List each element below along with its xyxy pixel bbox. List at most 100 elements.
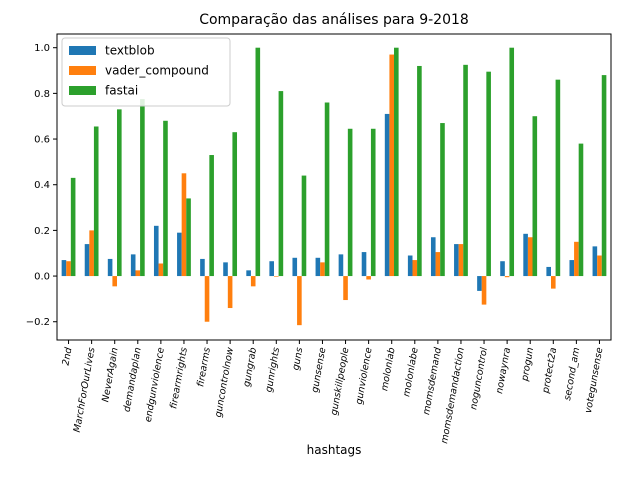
bar-fastai-firearmrights (186, 198, 191, 277)
x-tick-label-guns: guns (291, 347, 306, 372)
y-tick-label: 1.0 (34, 43, 50, 54)
bar-vader-compound-firearms (204, 276, 210, 322)
bar-vader-compound-molonlabe (412, 260, 418, 277)
legend-box (61, 37, 231, 107)
bar-vader-compound-guncontrolnow (227, 276, 233, 309)
bar-fastai-marchforourlives (93, 126, 99, 277)
x-tick-label-second-am: second_am (562, 347, 582, 402)
bar-textblob-gunskillpeople (338, 254, 344, 277)
bar-fastai-gunsense (324, 102, 330, 277)
y-tick-label: 0.8 (34, 89, 50, 100)
bar-vader-compound-momsdemand (435, 252, 441, 277)
bar-textblob-noguncontrol (477, 276, 482, 291)
bar-textblob-momsdemand (430, 237, 436, 277)
bar-textblob-molonlabe (407, 255, 413, 277)
bar-vader-compound-gungrab (250, 276, 256, 287)
x-tick-label-molonlabe: molonlabe (401, 346, 421, 397)
bar-textblob-nowaynra (500, 261, 505, 277)
bar-fastai-endgunviolence (163, 120, 168, 277)
bar-fastai-progun (532, 116, 538, 277)
bar-vader-compound-endgunviolence (158, 263, 164, 277)
x-tick-label-votegunsense: votegunsense (583, 346, 605, 414)
x-tick-label-protect2a: protect2a (540, 346, 559, 395)
bar-textblob-votegunsense (592, 246, 598, 277)
x-tick-label-progun: progun (519, 347, 536, 383)
bar-vader-compound-noguncontrol (481, 276, 487, 305)
x-tick-label-2nd: 2nd (61, 346, 75, 367)
bar-vader-compound-gunskillpeople (343, 276, 348, 301)
bar-vader-compound-momsdemandaction (458, 244, 464, 277)
bar-fastai-firearms (209, 155, 214, 277)
x-tick-label-demandaplan: demandaplan (122, 347, 144, 413)
bar-vader-compound-progun (527, 237, 533, 277)
y-tick-label: 0.6 (34, 135, 50, 146)
x-tick-label-momsdemand: momsdemand (421, 346, 444, 416)
bar-textblob-guns (292, 257, 298, 277)
x-tick-label-firearms: firearms (195, 347, 213, 388)
legend-label-textblob: textblob (105, 44, 155, 58)
bar-fastai-neveragain (117, 109, 122, 277)
bar-textblob-neveragain (107, 258, 113, 277)
bar-textblob-guncontrolnow (223, 262, 228, 277)
bar-textblob-molonlab (384, 113, 390, 277)
bar-textblob-momsdemandaction (454, 244, 459, 277)
x-axis-label: hashtags (307, 443, 362, 457)
bar-textblob-demandaplan (130, 254, 136, 277)
bar-vader-compound-nowaynra (504, 276, 510, 278)
x-tick-label-noguncontrol: noguncontrol (468, 346, 490, 410)
bar-vader-compound-gunsense (320, 262, 325, 277)
bar-vader-compound-neveragain (112, 276, 118, 287)
bar-textblob-gunsense (315, 257, 321, 277)
bar-fastai-votegunsense (601, 75, 607, 277)
bar-vader-compound-gunviolence (366, 276, 371, 280)
bar-fastai-gunrights (278, 91, 284, 277)
bar-fastai-2nd (70, 177, 76, 277)
x-tick-label-momsdemandaction: momsdemandaction (439, 347, 467, 445)
bar-fastai-guns (301, 175, 307, 277)
x-tick-label-nowaynra: nowaynra (494, 346, 513, 394)
bar-textblob-endgunviolence (153, 225, 159, 277)
bar-fastai-nowaynra (509, 47, 515, 277)
bar-textblob-marchforourlives (84, 244, 90, 277)
legend-swatch-textblob (69, 46, 96, 55)
x-tick-label-marchforourlives: MarchForOurLives (72, 347, 98, 434)
bar-vader-compound-guns (297, 276, 302, 326)
y-tick-label: 0.4 (34, 180, 50, 191)
legend-label-fastai: fastai (105, 84, 138, 98)
x-tick-label-gunskillpeople: gunskillpeople (329, 346, 352, 416)
x-tick-label-guncontrolnow: guncontrolnow (213, 346, 236, 418)
bar-vader-compound-firearmrights (181, 173, 187, 277)
x-tick-label-gungrab: gungrab (241, 347, 259, 388)
bar-textblob-2nd (61, 260, 67, 277)
x-tick-label-neveragain: NeverAgain (100, 347, 120, 403)
x-tick-label-gunviolence: gunviolence (354, 346, 375, 405)
x-tick-label-gunsense: gunsense (310, 346, 329, 393)
bar-textblob-gunviolence (361, 252, 367, 277)
bar-vader-compound-marchforourlives (89, 230, 94, 277)
bar-fastai-momsdemand (440, 123, 445, 277)
legend-swatch-fastai (69, 86, 96, 95)
bar-fastai-protect2a (555, 79, 561, 277)
bar-fastai-gungrab (255, 47, 261, 277)
bar-fastai-gunviolence (370, 128, 376, 277)
y-tick-label: −0.2 (26, 317, 50, 328)
bar-fastai-guncontrolnow (232, 132, 238, 277)
bar-textblob-protect2a (546, 266, 551, 277)
bar-textblob-firearms (200, 258, 205, 277)
bar-textblob-progun (523, 233, 528, 277)
bar-vader-compound-protect2a (550, 276, 556, 289)
bar-fastai-noguncontrol (486, 71, 491, 277)
bar-vader-compound-2nd (66, 261, 71, 277)
plot-frame (56, 33, 612, 341)
x-tick-label-firearmrights: firearmrights (168, 347, 190, 410)
x-tick-label-gunrights: gunrights (264, 347, 283, 394)
bar-textblob-gungrab (246, 270, 251, 277)
bar-vader-compound-second-am (574, 241, 579, 277)
legend-swatch-vader-compound (69, 66, 96, 75)
x-tick-label-molonlab: molonlab (379, 347, 397, 392)
bar-vader-compound-votegunsense (597, 255, 602, 277)
bar-fastai-gunskillpeople (347, 128, 353, 277)
bar-vader-compound-gunrights (273, 276, 279, 277)
